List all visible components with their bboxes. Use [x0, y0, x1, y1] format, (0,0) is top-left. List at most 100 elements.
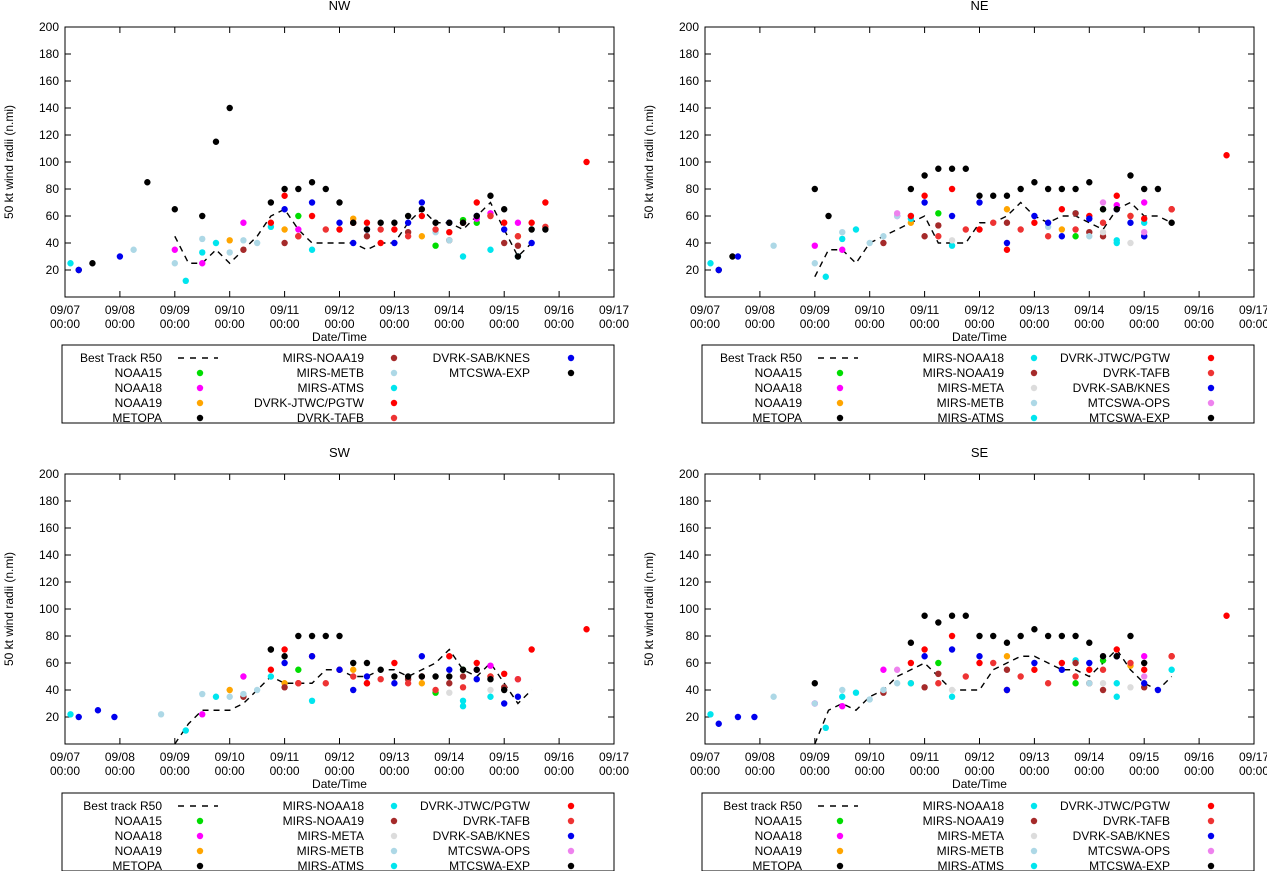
data-point [404, 233, 412, 240]
data-point [295, 666, 302, 673]
x-tick-label: 09/07 00:00 [690, 750, 720, 778]
legend-key-dot [390, 847, 398, 855]
x-tick-label-line: 00:00 [599, 317, 629, 331]
legend-label: NOAA19 [755, 844, 803, 858]
legend-label: MIRS-ATMS [298, 381, 364, 395]
legend-label: MIRS-NOAA18 [923, 799, 1005, 813]
chart-title: SE [971, 445, 989, 460]
x-tick-label-line: 00:00 [910, 317, 940, 331]
x-tick-label-line: 00:00 [270, 317, 300, 331]
x-tick-label: 09/15 00:00 [489, 750, 519, 778]
x-tick-label-line: 09/08 [105, 303, 135, 317]
series-noaa15 [935, 206, 1107, 240]
x-tick-label: 09/10 00:00 [215, 750, 245, 778]
y-tick-label: 160 [39, 74, 59, 88]
legend-label: NOAA15 [115, 814, 163, 828]
data-point [948, 212, 956, 220]
data-point [1113, 680, 1120, 687]
legend-key-dot [1030, 384, 1038, 392]
x-tick-label: 09/16 00:00 [544, 303, 574, 331]
legend-key-dot [390, 832, 398, 840]
data-point [1141, 229, 1148, 236]
legend-key-dot [1207, 802, 1215, 810]
legend-label: METOPA [112, 859, 162, 871]
data-point [363, 673, 371, 680]
data-point [893, 680, 901, 687]
data-point [157, 711, 165, 718]
data-point [199, 212, 206, 220]
data-point [514, 693, 522, 700]
data-point [976, 632, 983, 640]
data-point [281, 239, 288, 247]
data-point [226, 693, 233, 700]
data-point [212, 693, 220, 700]
data-point [1031, 659, 1038, 667]
data-point [267, 666, 275, 673]
legend-label: MTCSWA-OPS [448, 844, 530, 858]
data-point [514, 233, 522, 240]
y-tick-label: 160 [39, 521, 59, 535]
data-point [1086, 179, 1093, 186]
data-point [459, 673, 467, 680]
x-tick-label-line: 00:00 [215, 764, 245, 778]
x-tick-label-line: 09/16 [544, 303, 574, 317]
x-tick-label: 09/10 00:00 [855, 303, 885, 331]
data-point [1003, 686, 1011, 694]
data-point [446, 666, 453, 673]
y-tick-label: 200 [679, 20, 699, 34]
data-point [404, 680, 412, 687]
y-tick-label: 120 [39, 128, 59, 142]
legend-label: METOPA [752, 859, 802, 871]
data-point [67, 260, 74, 267]
data-point [962, 673, 969, 680]
data-point [542, 226, 549, 233]
data-point [907, 212, 915, 220]
data-point [391, 239, 398, 247]
data-point [935, 233, 942, 240]
data-point [935, 680, 942, 687]
data-point [1127, 239, 1134, 247]
data-point [514, 219, 522, 226]
data-point [501, 206, 508, 213]
data-point [226, 249, 233, 256]
data-point [336, 632, 343, 640]
x-tick-label: 09/15 00:00 [1129, 303, 1159, 331]
data-point [839, 703, 846, 710]
x-axis-label: Date/Time [952, 330, 1007, 344]
series-dvrk-tafb [935, 653, 1175, 687]
y-tick-label: 40 [46, 236, 60, 250]
x-tick-label-line: 00:00 [434, 317, 464, 331]
x-tick-label: 09/16 00:00 [544, 750, 574, 778]
series-mtcswa-exp [907, 165, 1175, 226]
data-point [962, 226, 969, 233]
x-tick-label-line: 00:00 [379, 764, 409, 778]
x-tick-label-line: 00:00 [1074, 764, 1104, 778]
y-tick-label: 40 [686, 683, 700, 697]
data-point [935, 210, 942, 217]
data-point [459, 684, 467, 691]
data-point [1072, 185, 1079, 193]
data-point [501, 219, 508, 226]
data-point [363, 219, 371, 226]
data-point [226, 237, 233, 244]
y-tick-label: 100 [39, 602, 59, 616]
data-point [1072, 659, 1079, 667]
y-tick-label: 200 [679, 467, 699, 481]
legend-label: DVRK-TAFB [1103, 814, 1170, 828]
data-point [487, 676, 494, 683]
data-point [1044, 185, 1052, 193]
data-point [446, 237, 453, 244]
y-tick-label: 20 [46, 710, 60, 724]
y-tick-label: 100 [679, 155, 699, 169]
data-point [1168, 653, 1175, 660]
y-tick-label: 100 [679, 602, 699, 616]
data-point [907, 185, 915, 193]
data-point [350, 239, 357, 247]
data-point [322, 632, 329, 640]
legend-key-dot [1030, 832, 1038, 840]
data-point [1113, 192, 1120, 199]
data-point [240, 246, 247, 253]
x-tick-label-line: 09/12 [324, 303, 354, 317]
data-point [446, 219, 453, 226]
x-tick-label-line: 09/09 [160, 750, 190, 764]
